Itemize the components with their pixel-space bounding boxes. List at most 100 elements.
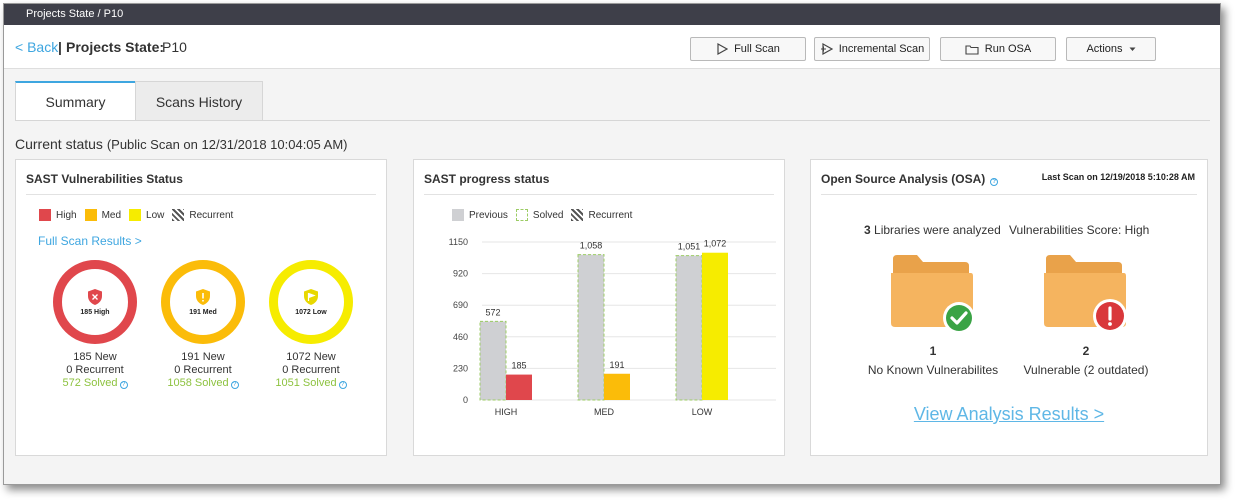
libraries-text: Libraries were analyzed [874,223,1001,237]
full-scan-button[interactable]: Full Scan [690,37,806,61]
divider [26,194,376,195]
y-tick-label: 690 [453,300,468,310]
legend-item-recurrent: Recurrent [571,209,632,221]
divider [424,194,774,195]
legend-swatch-previous [452,209,464,221]
back-link[interactable]: < Back [15,39,59,55]
legend-label: Previous [469,209,508,221]
x-tick-label: MED [594,407,615,417]
full-scan-label: Full Scan [734,43,780,55]
legend-label: Recurrent [588,209,633,221]
bar-previous [577,254,605,401]
sast-legend: High Med Low Recurrent [39,209,241,221]
new-count: 185 New [73,351,117,363]
check-icon [946,305,972,331]
x-tick-label: HIGH [495,407,518,417]
osa-panel: Open Source Analysis (OSA)? Last Scan on… [810,159,1208,456]
high-severity-ring[interactable]: 185 High [53,260,137,344]
incremental-play-icon [820,43,833,55]
legend-item-previous: Previous [452,209,508,221]
folder-icon [891,255,975,334]
vulnerabilities-score: Vulnerabilities Score: High [1009,223,1150,237]
low-severity-ring[interactable]: 1072 Low [269,260,353,344]
bar-new [604,373,630,400]
folder-icon [1044,255,1127,333]
incremental-scan-label: Incremental Scan [838,43,925,55]
help-icon[interactable]: ? [230,381,239,389]
app-window: Projects State / P10 < Back | Projects S… [3,3,1221,485]
tab-divider [15,120,1210,121]
medium-severity-stats: 191 New 0 Recurrent 1058 Solved? [143,351,263,390]
full-scan-results-link[interactable]: Full Scan Results > [38,234,142,248]
run-osa-button[interactable]: Run OSA [940,37,1056,61]
panel-title: Open Source Analysis (OSA)? [821,172,999,186]
legend-item-solved: Solved [515,209,563,221]
solved-count: 572 Solved [62,377,118,389]
legend-item-low: Low [129,209,164,221]
tab-scans-history[interactable]: Scans History [135,81,263,121]
osa-count: 2 [1082,344,1090,358]
shield-exclamation-icon [196,289,210,305]
osa-group-label: No Known Vulnerabilites [867,363,999,377]
help-icon[interactable]: ? [338,381,347,389]
divider [821,194,1197,195]
actions-label: Actions [1086,43,1123,55]
data-label: 185 [511,361,526,371]
ring-label: 1072 Low [295,309,327,316]
legend-label: Recurrent [189,209,234,221]
page-header: < Back | Projects State: P10 Full Scan I… [4,25,1220,69]
legend-label: Med [101,209,122,221]
current-status-label: Current status [15,136,103,152]
y-tick-label: 920 [453,269,468,279]
solved-count: 1051 Solved [275,377,337,389]
legend-label: Low [146,209,165,221]
legend-swatch-recurrent [571,209,584,221]
data-label: 1,058 [580,241,603,251]
legend-item-recurrent: Recurrent [172,209,233,221]
y-tick-label: 0 [463,395,468,405]
view-analysis-results-link[interactable]: View Analysis Results > [913,404,1105,424]
ring-label: 185 High [80,309,110,316]
page-title: Projects State: [66,39,165,55]
current-status-detail: (Public Scan on 12/31/2018 10:04:05 AM) [106,137,348,152]
legend-item-med: Med [84,209,122,221]
legend-swatch-solved [515,209,528,221]
bar-new [506,374,532,400]
recurrent-count: 0 Recurrent [282,364,340,376]
data-label: 1,072 [704,239,727,249]
sast-progress-panel: SAST progress status Previous Solved Rec… [413,159,785,456]
y-tick-label: 230 [453,363,468,373]
project-name: P10 [162,39,187,55]
x-tick-label: LOW [692,407,713,417]
libraries-analyzed: 3 Libraries were analyzed [864,223,1001,237]
new-count: 1072 New [286,351,336,363]
actions-dropdown[interactable]: Actions [1066,37,1156,61]
panel-title: SAST progress status [424,172,550,186]
title-separator: | [58,39,62,55]
breadcrumb: Projects State / P10 [4,4,1220,25]
osa-last-scan: Last Scan on 12/19/2018 5:10:28 AM [1041,172,1195,182]
solved-count: 1058 Solved [167,377,229,389]
shield-flag-icon [304,289,318,305]
sast-vulnerabilities-panel: SAST Vulnerabilities Status High Med Low… [15,159,387,456]
tab-summary[interactable]: Summary [15,81,136,121]
osa-group-label: Vulnerable (2 outdated) [1023,363,1149,377]
legend-swatch-low [129,209,142,221]
help-icon[interactable]: ? [990,178,999,186]
run-osa-label: Run OSA [984,43,1032,55]
legend-swatch-recurrent [172,209,185,221]
medium-severity-ring[interactable]: 191 Med [161,260,245,344]
y-tick-label: 1150 [449,237,468,247]
progress-legend: Previous Solved Recurrent [452,209,640,221]
help-icon[interactable]: ? [119,381,128,389]
shield-x-icon [88,289,102,305]
legend-swatch-high [39,209,51,221]
data-label: 1,051 [678,242,701,252]
folder-icon [965,44,979,55]
bar-new [702,252,728,400]
bar-previous [479,320,507,401]
legend-swatch-med [84,209,97,221]
y-tick-label: 460 [453,332,468,342]
chevron-down-icon [1129,47,1136,51]
incremental-scan-button[interactable]: Incremental Scan [814,37,930,61]
